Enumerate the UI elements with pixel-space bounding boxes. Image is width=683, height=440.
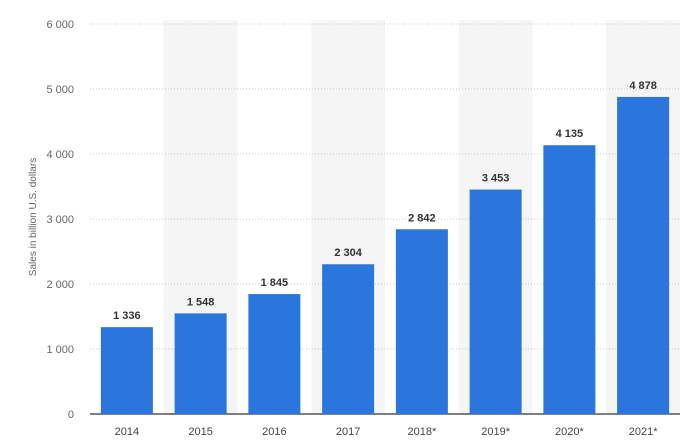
bar-2014[interactable] xyxy=(100,327,153,414)
x-tick-label: 2014 xyxy=(115,426,139,438)
x-tick-label: 2020* xyxy=(555,426,584,438)
y-tick-label: 0 xyxy=(68,409,74,421)
data-label: 3 453 xyxy=(482,173,510,185)
data-label: 2 842 xyxy=(408,212,436,224)
x-tick-label: 2016 xyxy=(262,426,286,438)
y-tick-label: 6 000 xyxy=(46,19,74,31)
x-axis-ticks: 2014 2015 2016 2017 2018* 2019* 2020* 2021* xyxy=(115,426,659,438)
bar-2018[interactable] xyxy=(395,229,448,414)
x-tick-label: 2015 xyxy=(188,426,212,438)
y-tick-label: 3 000 xyxy=(46,214,74,226)
data-label: 1 336 xyxy=(113,310,141,322)
bar-2020[interactable] xyxy=(543,145,596,414)
bar-2015[interactable] xyxy=(174,313,227,414)
x-tick-label: 2019* xyxy=(481,426,510,438)
y-axis-title: Sales in billion U.S. dollars xyxy=(28,158,39,276)
y-axis-ticks: 0 1 000 2 000 3 000 4 000 5 000 6 000 xyxy=(46,19,74,421)
data-label: 2 304 xyxy=(334,247,362,259)
data-labels: 1 336 1 548 1 845 2 304 2 842 3 453 4 135 4 878 xyxy=(113,80,657,322)
bar-2017[interactable] xyxy=(322,264,375,414)
bar-2019[interactable] xyxy=(469,189,522,414)
data-label: 4 135 xyxy=(556,128,584,140)
bar-2016[interactable] xyxy=(248,294,301,414)
data-label: 1 548 xyxy=(187,296,215,308)
y-tick-label: 2 000 xyxy=(46,279,74,291)
y-tick-label: 4 000 xyxy=(46,149,74,161)
data-label: 1 845 xyxy=(261,277,289,289)
x-tick-label: 2018* xyxy=(407,426,436,438)
bar-2021[interactable] xyxy=(617,96,670,415)
x-tick-label: 2021* xyxy=(629,426,658,438)
x-tick-label: 2017 xyxy=(336,426,360,438)
data-label: 4 878 xyxy=(629,80,657,92)
y-tick-label: 1 000 xyxy=(46,344,74,356)
bars xyxy=(100,96,670,415)
y-tick-label: 5 000 xyxy=(46,84,74,96)
